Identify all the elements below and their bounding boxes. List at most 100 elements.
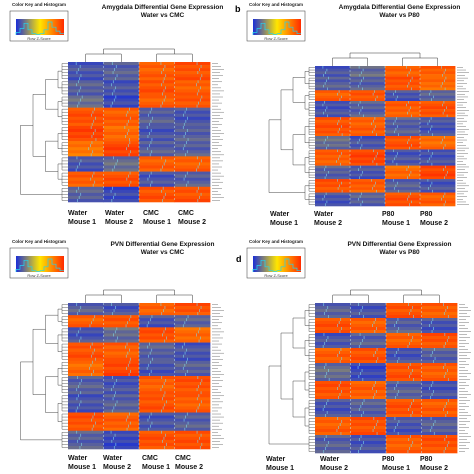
heatmap-cell <box>350 327 387 331</box>
heatmap-cell <box>421 309 458 313</box>
heatmap-cell <box>174 348 211 352</box>
heatmap-cell <box>315 149 351 153</box>
heatmap-cell <box>386 426 422 430</box>
heatmap-cell <box>103 333 140 337</box>
heatmap-cell <box>385 130 421 134</box>
heatmap-cell <box>420 125 456 129</box>
heatmap-cell <box>103 122 140 127</box>
heatmap-cell <box>350 84 386 88</box>
heatmap-cell <box>421 384 458 388</box>
heatmap-cell <box>315 179 351 183</box>
heatmap-cell <box>174 382 211 386</box>
heatmap-cell <box>350 321 387 325</box>
heatmap-cell <box>420 171 456 174</box>
heatmap-cell <box>68 439 104 444</box>
heatmap-cell <box>315 157 351 161</box>
heatmap-cell <box>103 171 140 175</box>
row-dendrogram-branch <box>304 371 309 391</box>
heatmap-cell <box>139 104 175 108</box>
heatmap-cell <box>420 117 456 121</box>
heatmap-cell <box>350 101 386 104</box>
heatmap-cell <box>315 384 351 388</box>
heatmap-cell <box>385 149 421 153</box>
heatmap-cell <box>350 114 386 118</box>
heatmap-cell <box>103 339 140 343</box>
heatmap-cell <box>386 444 422 448</box>
heatmap-cell <box>420 168 456 172</box>
heatmap-cell <box>385 84 421 88</box>
heatmap-cell <box>420 192 456 196</box>
heatmap-cell <box>174 400 211 404</box>
heatmap-cell <box>174 415 211 419</box>
row-dendrogram-leaf <box>308 77 315 90</box>
heatmap-cell <box>174 80 211 84</box>
heatmap-cell <box>386 420 422 424</box>
row-dendrogram-leaf <box>61 172 68 186</box>
heatmap-cell <box>421 402 458 406</box>
heatmap-cell <box>315 381 351 385</box>
heatmap-cell <box>350 351 387 355</box>
heatmap-cell <box>385 95 421 99</box>
heatmap-cell <box>421 387 458 391</box>
heatmap-cell <box>139 171 175 175</box>
heatmap-cell <box>174 189 211 194</box>
heatmap-cell <box>386 381 422 385</box>
heatmap-cell <box>103 415 140 419</box>
heatmap-cell <box>103 409 140 413</box>
heatmap-cell <box>68 427 104 432</box>
heatmap-cell <box>174 442 211 447</box>
heatmap-cell <box>103 354 140 359</box>
row-dendrogram-branch <box>57 101 62 118</box>
heatmap-cell <box>68 147 104 151</box>
heatmap-cell <box>103 144 140 148</box>
heatmap-cell <box>385 106 421 110</box>
row-dendrogram-leaf <box>61 362 68 375</box>
heatmap-cell <box>421 399 458 403</box>
heatmap-cell <box>103 128 140 133</box>
heatmap-cell <box>174 113 211 118</box>
column-label-2: Water Mouse 2 <box>103 455 132 471</box>
heatmap-cell <box>315 444 351 448</box>
heatmap-cell <box>68 92 104 96</box>
heatmap-cell <box>315 106 351 110</box>
heatmap-cell <box>68 433 104 438</box>
heatmap-cell <box>174 83 211 87</box>
heatmap-cell <box>420 184 456 188</box>
heatmap-cell <box>103 379 140 383</box>
panel-a: Color Key and Histogram Row Z-Score Amyg… <box>0 0 237 237</box>
heatmap-cell <box>68 195 104 200</box>
heatmap-cell <box>386 312 422 316</box>
color-key-a: Color Key and Histogram Row Z-Score <box>8 2 70 42</box>
heatmap-cell <box>421 369 458 373</box>
heatmap-cell <box>103 351 140 356</box>
panel-title-d: PVN Differential Gene Expression Water v… <box>332 241 467 257</box>
heatmap-cell <box>103 309 140 313</box>
heatmap-cell <box>174 86 211 90</box>
heatmap-cell <box>174 406 211 410</box>
heatmap-cell <box>315 162 351 166</box>
row-dendrogram-leaf <box>61 395 68 412</box>
column-dendrogram <box>85 289 193 303</box>
row-dendrogram-branch <box>45 314 58 344</box>
heatmap-cell <box>103 306 140 310</box>
heatmap-cell <box>421 312 458 316</box>
heatmap-cell <box>174 183 211 188</box>
heatmap-cell <box>350 146 386 150</box>
heatmap-cell <box>174 141 211 145</box>
heatmap-cell <box>315 330 351 334</box>
heatmap-cell <box>174 445 211 450</box>
heatmap-cell <box>385 187 421 191</box>
heatmap-cell <box>350 375 387 379</box>
color-key-title: Color Key and Histogram <box>248 2 303 7</box>
heatmap-cell <box>68 372 104 377</box>
heatmap-cell <box>350 187 386 191</box>
heatmap-cell <box>139 162 175 166</box>
heatmap-cell <box>68 430 104 435</box>
heatmap-cell <box>315 420 351 424</box>
heatmap-cell <box>103 312 140 316</box>
heatmap-cell <box>421 354 458 358</box>
heatmap-cell <box>420 165 456 169</box>
heatmap-cell <box>68 95 104 99</box>
heatmap-cell <box>174 318 211 322</box>
heatmap-cell <box>103 321 140 325</box>
